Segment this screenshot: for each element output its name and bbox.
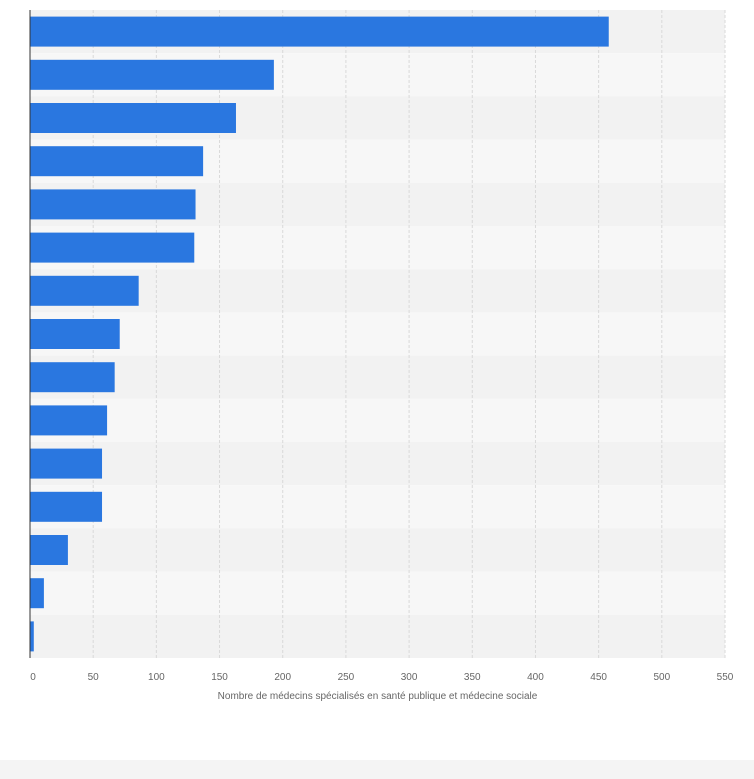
chart-panel: 0 50 100 150 200 250 300 350 400 450 500 550 Nombre… bbox=[0, 0, 754, 760]
bar[interactable] bbox=[30, 232, 195, 263]
x-tick-label: 200 bbox=[274, 672, 291, 683]
x-tick-label: 500 bbox=[653, 672, 670, 683]
x-tick-label: 550 bbox=[717, 672, 734, 683]
bar[interactable] bbox=[30, 448, 103, 479]
row-band bbox=[30, 355, 725, 399]
bar-chart: 0 50 100 150 200 250 300 350 400 450 500 550 Nombre… bbox=[29, 10, 734, 702]
x-tick-label: 450 bbox=[590, 672, 607, 683]
x-axis-title: Nombre de médecins spécialisés en santé … bbox=[218, 691, 538, 702]
bar[interactable] bbox=[30, 491, 103, 522]
x-tick-label: 100 bbox=[148, 672, 165, 683]
x-axis-ticks: 0 50 100 150 200 250 300 350 400 450 500 550 bbox=[30, 672, 734, 683]
row-band bbox=[30, 485, 725, 529]
bar[interactable] bbox=[30, 275, 139, 306]
bar[interactable] bbox=[30, 146, 204, 177]
bar[interactable] bbox=[30, 59, 274, 90]
bar[interactable] bbox=[30, 16, 609, 47]
row-band bbox=[30, 571, 725, 615]
x-tick-label: 50 bbox=[88, 672, 100, 683]
row-band bbox=[30, 614, 725, 658]
bar[interactable] bbox=[30, 103, 236, 133]
bars bbox=[30, 16, 609, 652]
row-band bbox=[30, 442, 725, 486]
row-band bbox=[30, 312, 725, 356]
x-tick-label: 0 bbox=[30, 672, 36, 683]
row-band bbox=[30, 269, 725, 313]
x-tick-label: 400 bbox=[527, 672, 544, 683]
row-band bbox=[30, 528, 725, 572]
bar[interactable] bbox=[30, 535, 68, 565]
bar[interactable] bbox=[30, 319, 120, 349]
row-band bbox=[30, 398, 725, 442]
x-tick-label: 250 bbox=[338, 672, 355, 683]
bar[interactable] bbox=[30, 405, 108, 436]
x-tick-label: 350 bbox=[464, 672, 481, 683]
bar[interactable] bbox=[30, 362, 115, 393]
bar[interactable] bbox=[30, 621, 34, 652]
x-tick-label: 300 bbox=[401, 672, 418, 683]
bar[interactable] bbox=[30, 578, 44, 609]
bar[interactable] bbox=[30, 189, 196, 220]
x-tick-label: 150 bbox=[211, 672, 228, 683]
